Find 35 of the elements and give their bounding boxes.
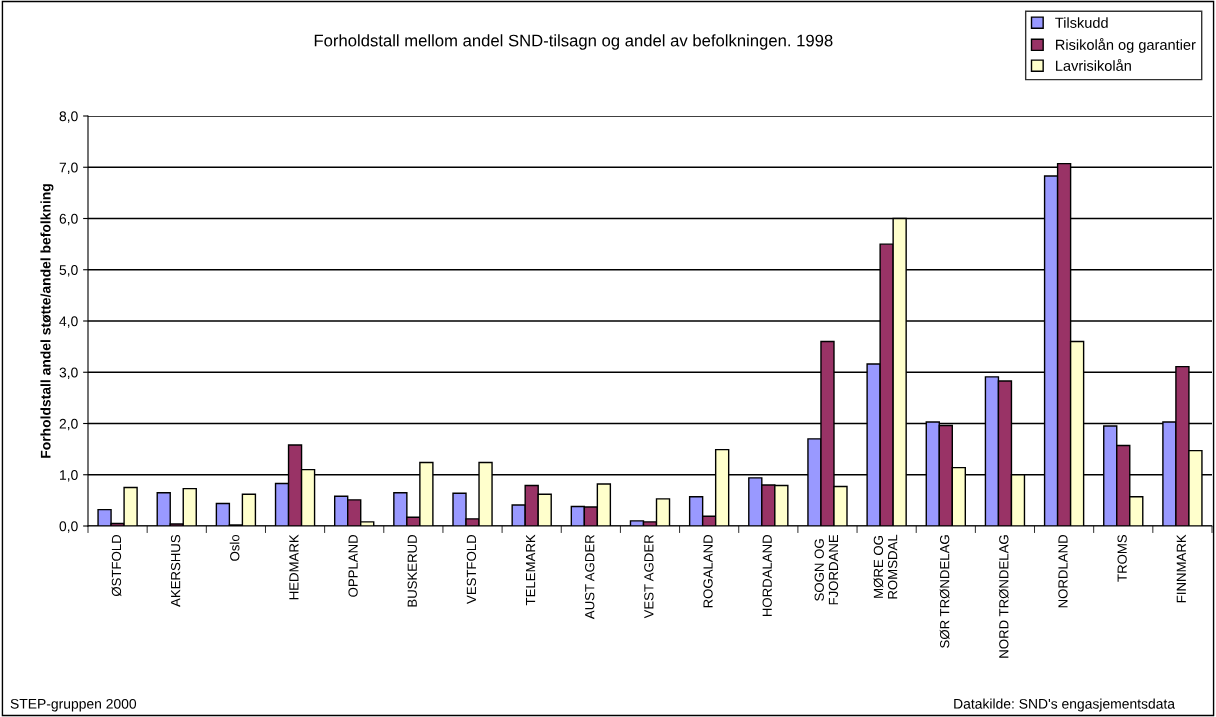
text: Datakilde: SND's engasjementsdata (954, 698, 1176, 712)
x-tick-label: Oslo (229, 534, 240, 561)
x-tick-label: TROMS (1117, 534, 1127, 582)
y-tick-label: 4,0 (59, 316, 78, 328)
y-tick-label: 6,0 (59, 213, 78, 226)
y-axis-title: Forholdstall andel støtte/andel befolkning (40, 184, 54, 458)
y-tick-label: 8,0 (59, 111, 78, 123)
legend-label: Lavrisikolån (1056, 59, 1131, 71)
y-tick-label: 5,0 (59, 265, 78, 277)
x-tick-label: SOGN OG FJORDANE (814, 534, 839, 605)
x-tick-label: FINNMARK (1176, 534, 1186, 603)
x-tick-label: NORDLAND (1058, 534, 1068, 608)
legend-label: Risikolån og garantier (1056, 38, 1196, 53)
x-tick-label: AUST AGDER (585, 534, 595, 620)
x-tick-label: OPPLAND (348, 534, 358, 597)
x-tick-label: SØR TRØNDELAG (939, 535, 950, 648)
x-tick-label: HORDALAND (762, 534, 772, 617)
y-tick-label: 2,0 (59, 418, 78, 431)
text: STEP-gruppen 2000 (10, 698, 137, 712)
x-tick-label: NORD TRØNDELAG (998, 535, 1009, 658)
x-tick-label: MØRE OG ROMSDAL (873, 534, 898, 599)
chart-title: Forholdstall mellom andel SND-tilsagn og andel av befolkningen. 1998 (314, 34, 833, 50)
x-tick-label: AKERSHUS (170, 534, 181, 607)
y-tick-label: 3,0 (59, 367, 78, 380)
x-tick-label: TELEMARK (526, 534, 536, 606)
x-tick-label: BUSKERUD (407, 534, 417, 607)
y-tick-label: 7,0 (59, 162, 78, 175)
x-tick-label: HEDMARK (289, 534, 299, 600)
y-tick-label: 0,0 (59, 521, 78, 533)
x-tick-label: ØSTFOLD (111, 534, 122, 597)
x-tick-label: VEST AGDER (644, 534, 654, 619)
x-tick-label: VESTFOLD (466, 534, 477, 604)
x-tick-label: ROGALAND (703, 534, 713, 608)
legend-label: Tilskudd (1055, 17, 1108, 28)
y-tick-label: 1,0 (60, 470, 78, 482)
